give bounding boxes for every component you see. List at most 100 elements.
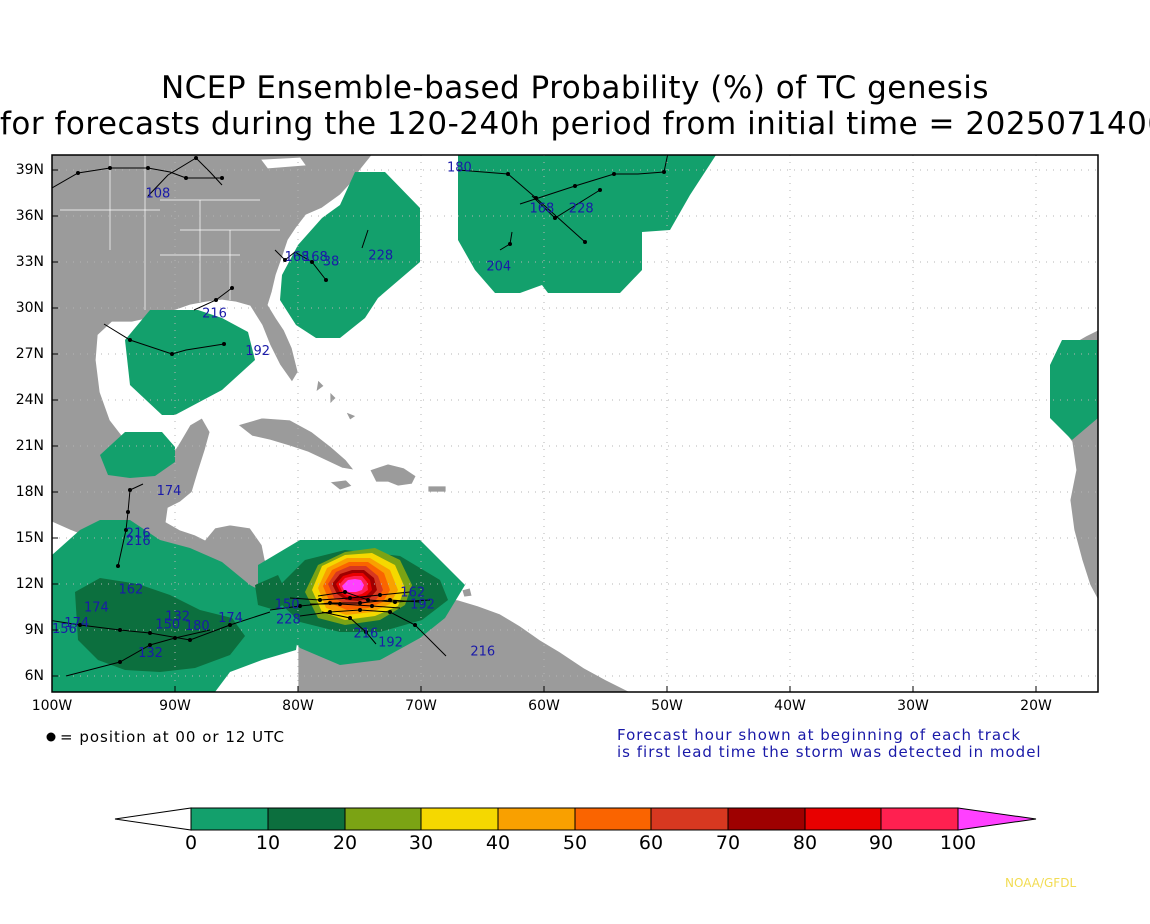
track-number-label: 156 <box>52 622 77 637</box>
track-number-label: 216 <box>126 534 151 549</box>
lon-label: 30W <box>897 698 929 714</box>
track-number-label: 228 <box>569 202 594 217</box>
track-number-label: 168 <box>530 202 555 217</box>
track-number-label: 192 <box>378 636 403 651</box>
lon-label: 90W <box>159 698 191 714</box>
colorbar-label: 10 <box>255 832 281 854</box>
land-cuba <box>237 417 355 471</box>
track-number-label: 204 <box>486 259 511 274</box>
map-frame <box>51 154 1099 693</box>
colorbar-label: 50 <box>562 832 588 854</box>
colorbar-box-5 <box>574 807 652 831</box>
colorbar-box-8 <box>804 807 882 831</box>
prob-area-yucatan <box>100 432 175 478</box>
track-number-label: 228 <box>276 613 301 628</box>
colorbar-label: 20 <box>332 832 358 854</box>
colorbar-box-7 <box>727 807 806 831</box>
track-number-label: 192 <box>245 344 270 359</box>
position-dot-icon <box>46 732 56 742</box>
track-number-label: 132 <box>138 646 163 661</box>
track-number-label: 180 <box>185 619 210 634</box>
track-number-label: 180 <box>447 161 472 176</box>
colorbar-under-triangle <box>114 807 192 831</box>
forecast-hour-note: Forecast hour shown at beginning of each… <box>617 727 1042 761</box>
track-number-label: 174 <box>64 616 89 631</box>
land-bahamas <box>315 379 357 421</box>
prob-area-us-coast <box>280 172 420 338</box>
track-number-label: 174 <box>157 484 182 499</box>
title-line-2: for forecasts during the 120-240h period… <box>0 106 1150 142</box>
prob-area-north-atlantic <box>458 155 716 293</box>
lat-label: 21N <box>15 438 44 454</box>
track-number-label: 108 <box>146 187 171 202</box>
prob-area-gulf <box>125 310 255 415</box>
colorbar-label: 90 <box>868 832 894 854</box>
lon-label: 80W <box>282 698 314 714</box>
track-number-label: 162 <box>400 585 425 600</box>
colorbar-box-1 <box>267 807 346 831</box>
prob-area-dark-panama <box>255 575 290 610</box>
lat-label: 9N <box>24 622 44 638</box>
lat-label: 30N <box>15 300 44 316</box>
lon-label: 100W <box>31 698 73 714</box>
colorbar-label: 0 <box>184 832 198 854</box>
prob-area-100-plus <box>342 579 364 592</box>
lat-label: 27N <box>15 346 44 362</box>
track-number-label: 216 <box>470 645 495 660</box>
lat-label: 15N <box>15 530 44 546</box>
colorbar-box-0 <box>190 807 269 831</box>
colorbar-box-2 <box>344 807 422 831</box>
lon-label: 70W <box>405 698 437 714</box>
colorbar-over-triangle <box>957 807 1037 831</box>
title-line-1: NCEP Ensemble-based Probability (%) of T… <box>160 70 990 106</box>
probability-shading <box>52 155 1098 692</box>
land-jamaica <box>329 479 353 491</box>
track-number-label: 168 <box>303 250 328 265</box>
track-number-label: 150 <box>155 617 180 632</box>
lat-label: 6N <box>24 668 44 684</box>
track-number-label: 192 <box>410 598 435 613</box>
colorbar-box-4 <box>497 807 576 831</box>
credit-text: NOAA/GFDL <box>1005 876 1077 890</box>
lake-erie <box>261 157 306 169</box>
lat-label: 18N <box>15 484 44 500</box>
track-number-label: 216 <box>202 306 227 321</box>
colorbar-label: 40 <box>485 832 511 854</box>
track-number-label: 162 <box>119 582 144 597</box>
colorbar-box-9 <box>880 807 959 831</box>
track-number-label: 216 <box>126 526 151 541</box>
track-number-label: 174 <box>84 601 109 616</box>
track-number-label: 228 <box>368 249 393 264</box>
state-boundaries <box>60 155 280 310</box>
lat-label: 39N <box>15 162 44 178</box>
land-puerto-rico <box>427 485 447 493</box>
track-number-label: 174 <box>218 611 243 626</box>
colorbar-label: 100 <box>939 832 977 854</box>
forecast-note-line-1: Forecast hour shown at beginning of each… <box>617 726 1022 744</box>
track-number-label: 168 <box>285 250 310 265</box>
track-number-label: 38 <box>323 255 340 270</box>
colorbar-label: 70 <box>715 832 741 854</box>
lat-label: 36N <box>15 208 44 224</box>
lat-label: 33N <box>15 254 44 270</box>
colorbar-label: 80 <box>792 832 818 854</box>
lon-label: 40W <box>774 698 806 714</box>
lat-label: 24N <box>15 392 44 408</box>
colorbar <box>114 807 1037 831</box>
colorbar-box-6 <box>650 807 729 831</box>
land-trinidad <box>461 587 473 598</box>
axis-ticks <box>52 169 1037 692</box>
prob-area-africa <box>1050 340 1098 440</box>
forecast-note-line-2: is first lead time the storm was detecte… <box>617 743 1042 761</box>
land-hispaniola <box>369 463 417 487</box>
colorbar-box-3 <box>420 807 499 831</box>
colorbar-label: 30 <box>408 832 434 854</box>
track-number-label: 132 <box>165 610 190 625</box>
track-number-label: 150 <box>275 598 300 613</box>
lon-label: 20W <box>1020 698 1052 714</box>
lon-label: 50W <box>651 698 683 714</box>
lon-label: 60W <box>528 698 560 714</box>
track-points <box>76 156 666 664</box>
